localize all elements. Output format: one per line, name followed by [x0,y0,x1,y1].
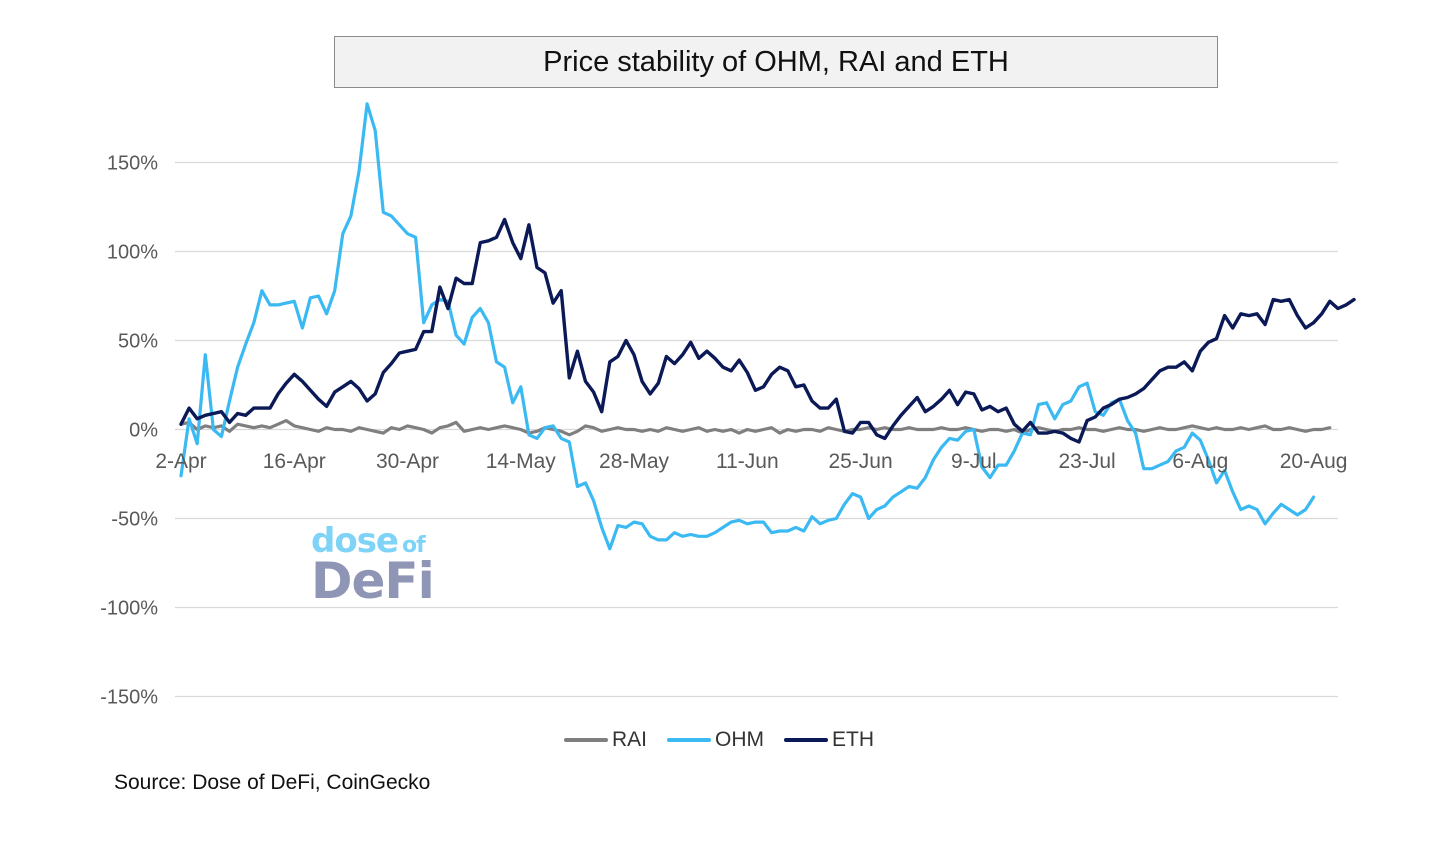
legend-label-ohm: OHM [715,728,764,751]
x-tick-label: 9-Jul [951,450,997,473]
series-line-rai [179,419,1332,437]
legend-swatch-rai [563,738,608,742]
series-line-eth [179,217,1356,444]
legend-swatch-eth [784,738,828,742]
logo-word-of: of [402,533,426,558]
y-tick-label: -50% [111,509,158,531]
y-tick-label: 150% [107,153,158,175]
x-tick-label: 20-Aug [1280,450,1348,473]
y-tick-label: 100% [107,242,158,264]
y-tick-label: 50% [118,331,158,353]
x-axis-tick-labels: 2-Apr 16-Apr 30-Apr 14-May 28-May 11-Jun 25-Ju… [155,450,1347,473]
chart-legend: RAI OHM ETH [0,728,1438,752]
series-lines [179,102,1356,551]
x-tick-label: 16-Apr [263,450,326,473]
y-tick-label: -150% [100,687,158,709]
dose-of-defi-logo: dose of DeFi [311,521,435,610]
x-tick-label: 2-Apr [155,450,206,473]
series-line-ohm [179,102,1316,551]
chart-title: Price stability of OHM, RAI and ETH [334,36,1218,88]
y-tick-label: -100% [100,598,158,620]
y-axis-tick-labels: 150% 100% 50% 0% -50% -100% -150% [100,153,158,709]
x-tick-label: 30-Apr [376,450,439,473]
x-tick-label: 23-Jul [1058,450,1115,473]
legend-label-rai: RAI [611,728,647,751]
x-tick-label: 6-Aug [1172,450,1228,473]
legend-label-eth: ETH [832,728,874,751]
x-tick-label: 28-May [599,450,670,473]
x-tick-label: 25-Jun [828,450,892,473]
legend-swatch-ohm [667,738,711,742]
logo-word-defi: DeFi [311,552,435,610]
logo-word-dose: dose [311,521,399,561]
legend-item-ohm: OHM [667,728,764,752]
x-tick-label: 14-May [486,450,557,473]
x-tick-label: 11-Jun [716,450,779,473]
source-note: Source: Dose of DeFi, CoinGecko [114,771,431,794]
y-tick-label: 0% [129,420,158,442]
legend-item-rai: RAI [563,728,647,752]
legend-item-eth: ETH [784,728,874,752]
